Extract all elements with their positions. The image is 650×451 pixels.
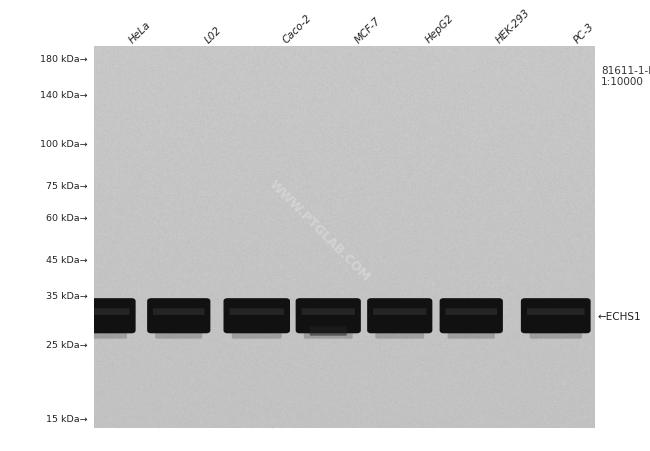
- FancyBboxPatch shape: [521, 299, 591, 334]
- Text: Caco-2: Caco-2: [281, 13, 313, 45]
- FancyBboxPatch shape: [153, 308, 205, 315]
- Text: 180 kDa→: 180 kDa→: [40, 55, 88, 64]
- FancyBboxPatch shape: [232, 330, 281, 339]
- Text: ←ECHS1: ←ECHS1: [598, 311, 642, 321]
- FancyBboxPatch shape: [229, 308, 284, 315]
- Text: 60 kDa→: 60 kDa→: [46, 213, 88, 222]
- Text: L02: L02: [203, 25, 224, 45]
- FancyBboxPatch shape: [367, 299, 432, 334]
- Text: HEK-293: HEK-293: [494, 7, 532, 45]
- FancyBboxPatch shape: [373, 308, 426, 315]
- FancyBboxPatch shape: [296, 299, 361, 334]
- Text: 100 kDa→: 100 kDa→: [40, 139, 88, 148]
- FancyBboxPatch shape: [75, 330, 127, 339]
- FancyBboxPatch shape: [302, 308, 355, 315]
- FancyBboxPatch shape: [439, 299, 503, 334]
- Text: 45 kDa→: 45 kDa→: [46, 255, 88, 264]
- FancyBboxPatch shape: [448, 330, 495, 339]
- FancyBboxPatch shape: [527, 308, 584, 315]
- FancyBboxPatch shape: [530, 330, 582, 339]
- FancyBboxPatch shape: [224, 299, 290, 334]
- Text: HepG2: HepG2: [424, 13, 456, 45]
- FancyBboxPatch shape: [445, 308, 497, 315]
- Text: 81611-1-RR
1:10000: 81611-1-RR 1:10000: [601, 65, 650, 87]
- Text: 140 kDa→: 140 kDa→: [40, 91, 88, 100]
- Text: PC-3: PC-3: [572, 21, 596, 45]
- Text: MCF-7: MCF-7: [353, 15, 383, 45]
- FancyBboxPatch shape: [66, 299, 136, 334]
- Text: WWW.PTGLAB.COM: WWW.PTGLAB.COM: [266, 177, 372, 283]
- FancyBboxPatch shape: [304, 330, 353, 339]
- Text: 35 kDa→: 35 kDa→: [46, 291, 88, 300]
- FancyBboxPatch shape: [155, 330, 202, 339]
- Text: HeLa: HeLa: [127, 19, 152, 45]
- FancyBboxPatch shape: [147, 299, 211, 334]
- Text: 25 kDa→: 25 kDa→: [46, 340, 88, 349]
- FancyBboxPatch shape: [375, 330, 424, 339]
- Text: 15 kDa→: 15 kDa→: [46, 414, 88, 423]
- FancyBboxPatch shape: [309, 327, 347, 336]
- Text: 75 kDa→: 75 kDa→: [46, 181, 88, 190]
- FancyBboxPatch shape: [72, 308, 129, 315]
